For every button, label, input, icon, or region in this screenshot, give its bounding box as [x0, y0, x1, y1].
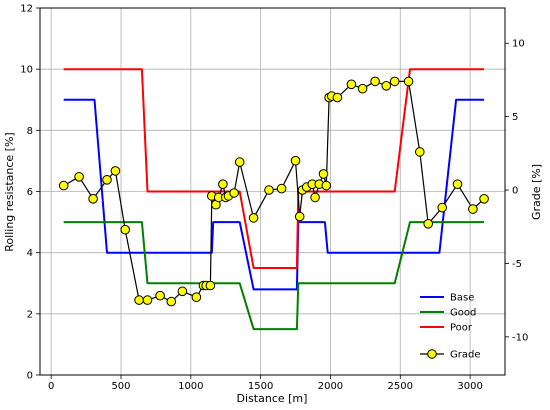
y-axis-left: 0 2 4 6 8 10 12 [20, 4, 40, 382]
data-point-grade [437, 202, 448, 213]
y-left-tick-label: 12 [20, 4, 33, 15]
data-point-grade [346, 79, 357, 90]
data-point-grade [310, 192, 320, 203]
data-point-grade [102, 175, 112, 185]
legend-label-grade: Grade [450, 350, 481, 361]
y-right-tick-label: -10 [512, 332, 528, 343]
data-point-grade [177, 286, 188, 297]
series-line-poor [63, 68, 485, 269]
data-point-grade [120, 224, 130, 235]
data-point-grade [357, 83, 368, 94]
series-line-good [63, 221, 485, 331]
y-right-tick-label: 5 [512, 112, 518, 123]
y-right-tick-label: 10 [512, 39, 525, 50]
y-left-tick-label: 4 [27, 248, 33, 259]
data-point-grade [205, 280, 216, 291]
data-point-grade [110, 166, 121, 176]
data-point-grade [191, 292, 202, 303]
x-tick-label: 2500 [388, 381, 413, 392]
y-left-tick-label: 8 [27, 126, 33, 137]
y-axis-right: -10 -5 0 5 10 [505, 39, 528, 343]
data-point-grade [248, 213, 259, 223]
plot-series [58, 68, 489, 331]
y-left-tick-label: 6 [27, 187, 33, 198]
data-point-grade [415, 147, 425, 157]
data-point-grade [452, 179, 463, 189]
data-point-grade [134, 295, 144, 305]
data-point-grade [468, 204, 478, 214]
y-right-tick-label: 0 [512, 186, 518, 197]
data-point-grade [88, 194, 98, 204]
data-point-grade [234, 157, 245, 167]
data-point-grade [370, 76, 380, 87]
series-line-base [63, 98, 485, 291]
data-point-grade [218, 179, 228, 189]
data-point-grade [321, 180, 332, 191]
data-point-grade [294, 211, 305, 222]
legend-label-poor: Poor [450, 323, 473, 334]
data-point-grade [389, 76, 400, 87]
data-point-grade [166, 296, 177, 307]
data-point-grade [423, 219, 434, 229]
data-point-grade [332, 92, 343, 103]
data-point-grade [264, 185, 274, 195]
y-left-tick-label: 10 [20, 65, 33, 76]
y-left-tick-label: 0 [27, 371, 33, 382]
x-tick-label: 500 [111, 381, 130, 392]
legend-label-base: Base [450, 293, 474, 304]
data-point-grade [381, 81, 392, 91]
data-point-grade [276, 183, 287, 194]
y-axis-left-label: Rolling resistance [%] [3, 132, 16, 251]
data-point-grade [58, 180, 69, 191]
y-axis-right-label: Grade [%] [530, 164, 543, 220]
x-tick-label: 0 [48, 381, 54, 392]
y-left-tick-label: 2 [27, 309, 33, 320]
data-point-grade [290, 155, 301, 166]
data-point-grade [229, 188, 239, 198]
x-axis: 0 500 1000 1500 2000 2500 3000 [48, 375, 483, 392]
data-point-grade [403, 76, 414, 87]
data-point-grade [318, 169, 329, 179]
legend-label-good: Good [450, 308, 476, 319]
data-point-grade [142, 295, 153, 305]
data-point-grade [74, 172, 84, 182]
x-axis-label: Distance [m] [237, 392, 308, 405]
x-tick-label: 1500 [248, 381, 273, 392]
data-point-grade [155, 290, 165, 301]
legend: Base Good Poor Grade [420, 293, 481, 361]
x-tick-label: 3000 [457, 381, 482, 392]
data-point-grade [479, 194, 489, 204]
y-right-tick-label: -5 [512, 259, 522, 270]
legend-marker-grade [427, 349, 437, 359]
x-tick-label: 1000 [178, 381, 203, 392]
x-tick-label: 2000 [318, 381, 343, 392]
